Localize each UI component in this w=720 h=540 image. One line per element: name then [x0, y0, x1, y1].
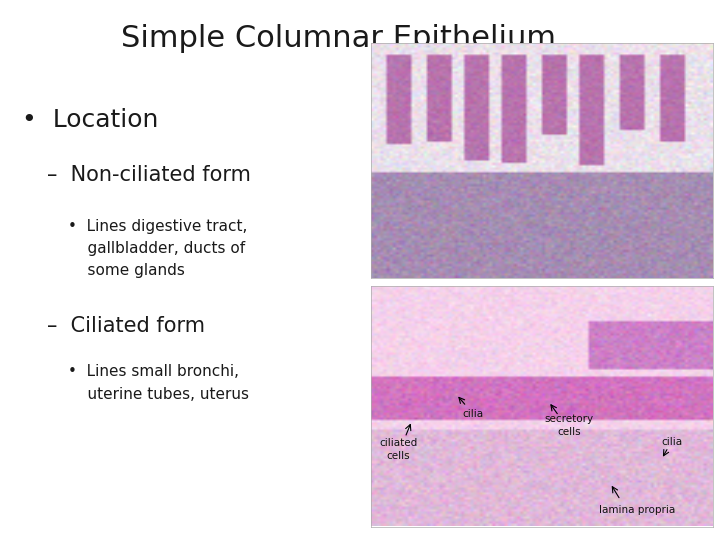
Text: Simple Columnar Epithelium: Simple Columnar Epithelium	[121, 24, 556, 53]
Text: –  Non-ciliated form: – Non-ciliated form	[47, 165, 251, 185]
Text: •  Location: • Location	[22, 108, 158, 132]
Text: •  Lines small bronchi,
    uterine tubes, uterus: • Lines small bronchi, uterine tubes, ut…	[68, 364, 249, 402]
Text: ciliated
cells: ciliated cells	[379, 438, 418, 461]
Text: lamina propria: lamina propria	[600, 505, 675, 515]
Text: •  Lines digestive tract,
    gallbladder, ducts of
    some glands: • Lines digestive tract, gallbladder, du…	[68, 219, 248, 278]
Text: –  Ciliated form: – Ciliated form	[47, 316, 204, 336]
Text: cilia: cilia	[661, 437, 683, 448]
Text: cilia: cilia	[463, 409, 484, 419]
Text: secretory
cells: secretory cells	[544, 414, 594, 437]
